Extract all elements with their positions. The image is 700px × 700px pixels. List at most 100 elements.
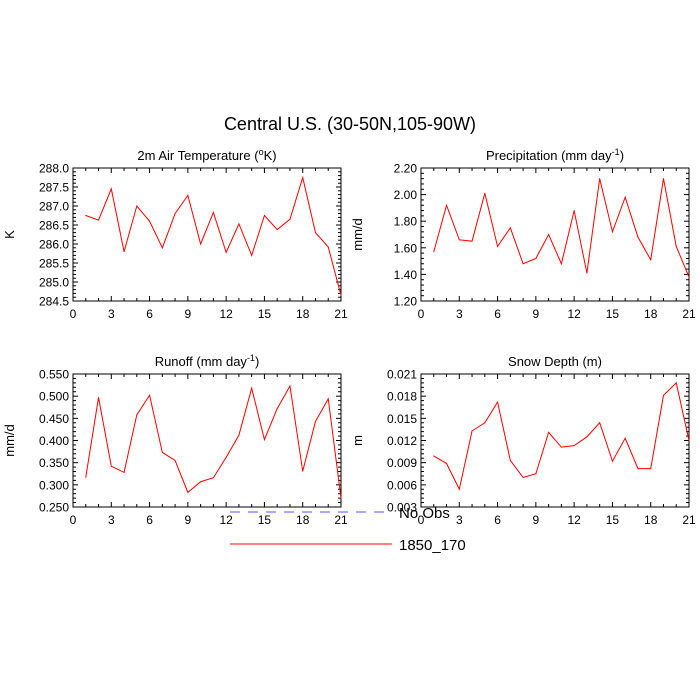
data-point xyxy=(662,394,664,396)
data-point xyxy=(586,436,588,438)
y-tick-label: 0.450 xyxy=(39,412,69,426)
data-point xyxy=(149,220,151,222)
y-tick-label: 1.20 xyxy=(394,295,418,309)
x-tick-label: 12 xyxy=(567,513,581,527)
x-tick-label: 0 xyxy=(70,307,77,321)
data-point xyxy=(136,205,138,207)
x-tick-label: 6 xyxy=(494,513,501,527)
data-point xyxy=(123,251,125,253)
chart-panel-3: Runoff (mm day-1) mm/d 0 3 6 9 12 15 18 21 0.250 0.… xyxy=(2,353,348,527)
x-tick-label: 18 xyxy=(644,307,658,321)
data-point xyxy=(314,420,316,422)
data-point xyxy=(471,240,473,242)
data-point xyxy=(548,431,550,433)
x-tick-label: 15 xyxy=(606,513,620,527)
y-tick-label: 285.5 xyxy=(39,257,69,271)
data-point xyxy=(560,446,562,448)
x-tick-label: 3 xyxy=(456,513,463,527)
data-point xyxy=(433,455,435,457)
legend-item: 1850_170 xyxy=(230,537,466,554)
y-tick-label: 286.0 xyxy=(39,238,69,252)
data-point xyxy=(340,294,342,296)
data-point xyxy=(263,215,265,216)
data-point xyxy=(599,178,601,180)
data-point xyxy=(586,272,588,274)
data-point xyxy=(637,468,639,470)
data-point xyxy=(85,215,87,216)
y-tick-label: 1.60 xyxy=(394,241,418,255)
data-point xyxy=(327,246,329,248)
data-point xyxy=(446,204,448,206)
x-tick-label: 21 xyxy=(682,513,696,527)
data-point xyxy=(522,476,524,478)
x-tick-label: 6 xyxy=(494,307,501,321)
data-point xyxy=(497,245,499,247)
y-tick-label: 286.5 xyxy=(39,219,69,233)
data-point xyxy=(446,462,448,464)
x-tick-label: 21 xyxy=(334,513,348,527)
data-point xyxy=(136,414,138,416)
data-point xyxy=(302,470,304,472)
chart-panel-1: 2m Air Temperature (oK) K 0 3 6 9 12 15 18 21 284.… xyxy=(2,147,348,321)
data-point xyxy=(200,243,202,245)
data-point xyxy=(471,430,473,432)
data-point xyxy=(225,456,227,458)
data-point xyxy=(611,460,613,462)
y-tick-label: 0.015 xyxy=(387,412,417,426)
data-point xyxy=(535,257,537,259)
legend-item: No Obs xyxy=(230,505,450,522)
y-tick-label: 285.0 xyxy=(39,276,69,290)
data-point xyxy=(535,473,537,475)
y-tick-label: 288.0 xyxy=(39,162,69,176)
data-point xyxy=(573,210,575,212)
data-point xyxy=(225,251,227,253)
data-point xyxy=(599,422,601,424)
x-tick-label: 12 xyxy=(219,513,233,527)
x-tick-label: 9 xyxy=(185,307,192,321)
data-point xyxy=(263,439,265,441)
data-point xyxy=(174,459,176,461)
x-tick-label: 6 xyxy=(146,307,153,321)
data-point xyxy=(675,245,677,247)
data-point xyxy=(187,194,189,196)
data-point xyxy=(161,247,163,249)
data-point xyxy=(624,196,626,198)
x-tick-label: 18 xyxy=(644,513,658,527)
data-point xyxy=(200,481,202,483)
data-point xyxy=(187,491,189,493)
y-tick-label: 0.012 xyxy=(387,434,417,448)
x-tick-label: 3 xyxy=(108,513,115,527)
y-tick-label: 2.20 xyxy=(394,162,418,176)
y-axis-label: K xyxy=(2,230,17,239)
data-point xyxy=(522,263,524,265)
data-point xyxy=(497,401,499,403)
y-tick-label: 0.006 xyxy=(387,478,417,492)
chart-panel-2: Precipitation (mm day-1) mm/d 0 3 6 9 12 15 18 21… xyxy=(350,147,696,321)
legend-label: No Obs xyxy=(399,505,450,522)
x-tick-label: 6 xyxy=(146,513,153,527)
data-point xyxy=(110,188,112,190)
x-tick-label: 21 xyxy=(334,307,348,321)
data-point xyxy=(548,234,550,235)
figure-title: Central U.S. (30-50N,105-90W) xyxy=(224,114,476,134)
data-point xyxy=(484,422,486,424)
x-tick-label: 9 xyxy=(533,513,540,527)
data-point xyxy=(110,465,112,467)
y-tick-label: 287.5 xyxy=(39,181,69,195)
data-point xyxy=(314,232,316,234)
y-tick-label: 1.80 xyxy=(394,215,418,229)
legend-label: 1850_170 xyxy=(399,537,466,554)
y-tick-label: 287.0 xyxy=(39,200,69,214)
chart-panel-4: Snow Depth (m) m 0 3 6 9 12 15 18 21 0.003 0.006 0.0… xyxy=(350,354,696,527)
data-point xyxy=(251,387,253,389)
x-tick-label: 15 xyxy=(258,307,272,321)
data-point xyxy=(650,259,652,261)
x-tick-label: 9 xyxy=(533,307,540,321)
data-point xyxy=(675,382,677,384)
y-tick-label: 0.021 xyxy=(387,368,417,382)
y-tick-label: 0.500 xyxy=(39,390,69,404)
data-point xyxy=(509,227,511,229)
data-point xyxy=(458,488,460,490)
data-point xyxy=(238,223,240,225)
